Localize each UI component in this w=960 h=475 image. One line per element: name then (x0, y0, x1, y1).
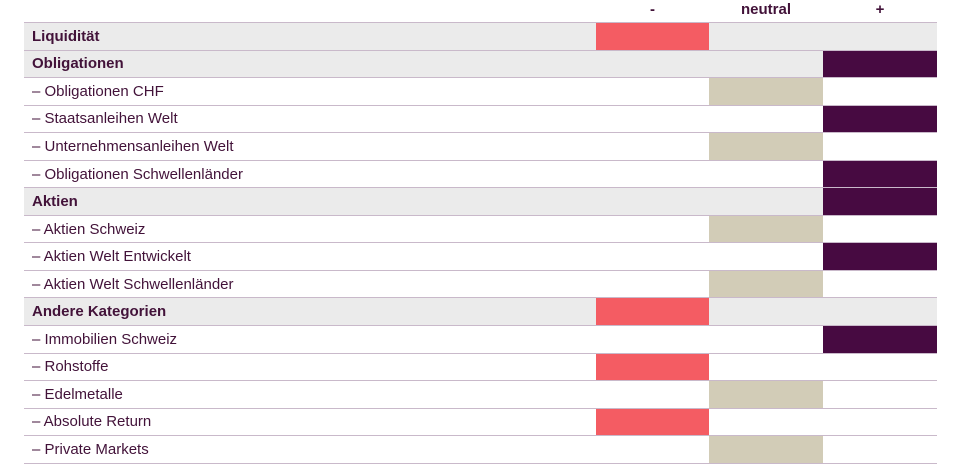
row-label: – Aktien Welt Schwellenländer (32, 275, 234, 293)
table-row: – Aktien Welt Schwellenländer (24, 269, 937, 298)
row-label: – Immobilien Schweiz (32, 330, 178, 348)
allocation-bar-minus (596, 408, 709, 436)
row-label: – Obligationen Schwellenländer (32, 165, 243, 183)
table-row: Andere Kategorien (24, 297, 937, 326)
table-row: – Obligationen CHF (24, 77, 937, 105)
row-label: Obligationen (32, 55, 124, 73)
table-row: – Immobilien Schweiz (24, 325, 937, 353)
allocation-bar-plus (823, 105, 937, 133)
allocation-bar-neutral (709, 215, 823, 243)
table-row: – Obligationen Schwellenländer (24, 159, 937, 188)
table-row: – Staatsanleihen Welt (24, 104, 937, 133)
allocation-bar-neutral (709, 78, 823, 105)
allocation-bar-plus (823, 188, 937, 215)
row-label: Liquidität (32, 27, 100, 45)
table-row: – Edelmetalle (24, 380, 937, 408)
row-label: – Absolute Return (32, 413, 152, 431)
table-row: – Absolute Return (24, 407, 937, 436)
row-label: – Obligationen CHF (32, 82, 164, 100)
row-label: Aktien (32, 193, 78, 211)
table-row: – Aktien Schweiz (24, 214, 937, 243)
column-headers: - neutral + (0, 0, 960, 22)
allocation-bar-plus (823, 160, 937, 188)
allocation-bar-minus (596, 298, 709, 326)
row-label: – Aktien Schweiz (32, 220, 146, 238)
table-row: – Rohstoffe (24, 352, 937, 381)
column-header-plus: + (875, 1, 885, 18)
allocation-bar-minus (596, 23, 709, 50)
row-label: – Aktien Welt Entwickelt (32, 248, 191, 266)
table-row: – Aktien Welt Entwickelt (24, 242, 937, 270)
allocation-bar-neutral (709, 436, 823, 463)
row-label: – Staatsanleihen Welt (32, 110, 178, 128)
row-label: – Unternehmensanleihen Welt (32, 137, 234, 155)
row-label: – Edelmetalle (32, 385, 123, 403)
row-label: Andere Kategorien (32, 303, 167, 321)
column-header-neutral: neutral (740, 1, 791, 18)
column-header-minus: - (650, 1, 655, 18)
allocation-bar-neutral (709, 381, 823, 408)
table-row: – Unternehmensanleihen Welt (24, 132, 937, 160)
table-row: Obligationen (24, 49, 937, 78)
allocation-bar-plus (823, 50, 937, 78)
allocation-bar-neutral (709, 133, 823, 160)
row-label: – Rohstoffe (32, 358, 109, 376)
allocation-bar-plus (823, 326, 937, 353)
allocation-bar-neutral (709, 270, 823, 298)
table-row: Aktien (24, 187, 937, 215)
table-row: Liquidität (24, 22, 937, 50)
allocation-table: Liquidität Obligationen – Obligationen CHF… (24, 22, 937, 464)
row-label: – Private Markets (32, 440, 149, 458)
allocation-bar-minus (596, 353, 709, 381)
table-row: – Private Markets (24, 435, 937, 463)
allocation-bar-plus (823, 243, 937, 270)
